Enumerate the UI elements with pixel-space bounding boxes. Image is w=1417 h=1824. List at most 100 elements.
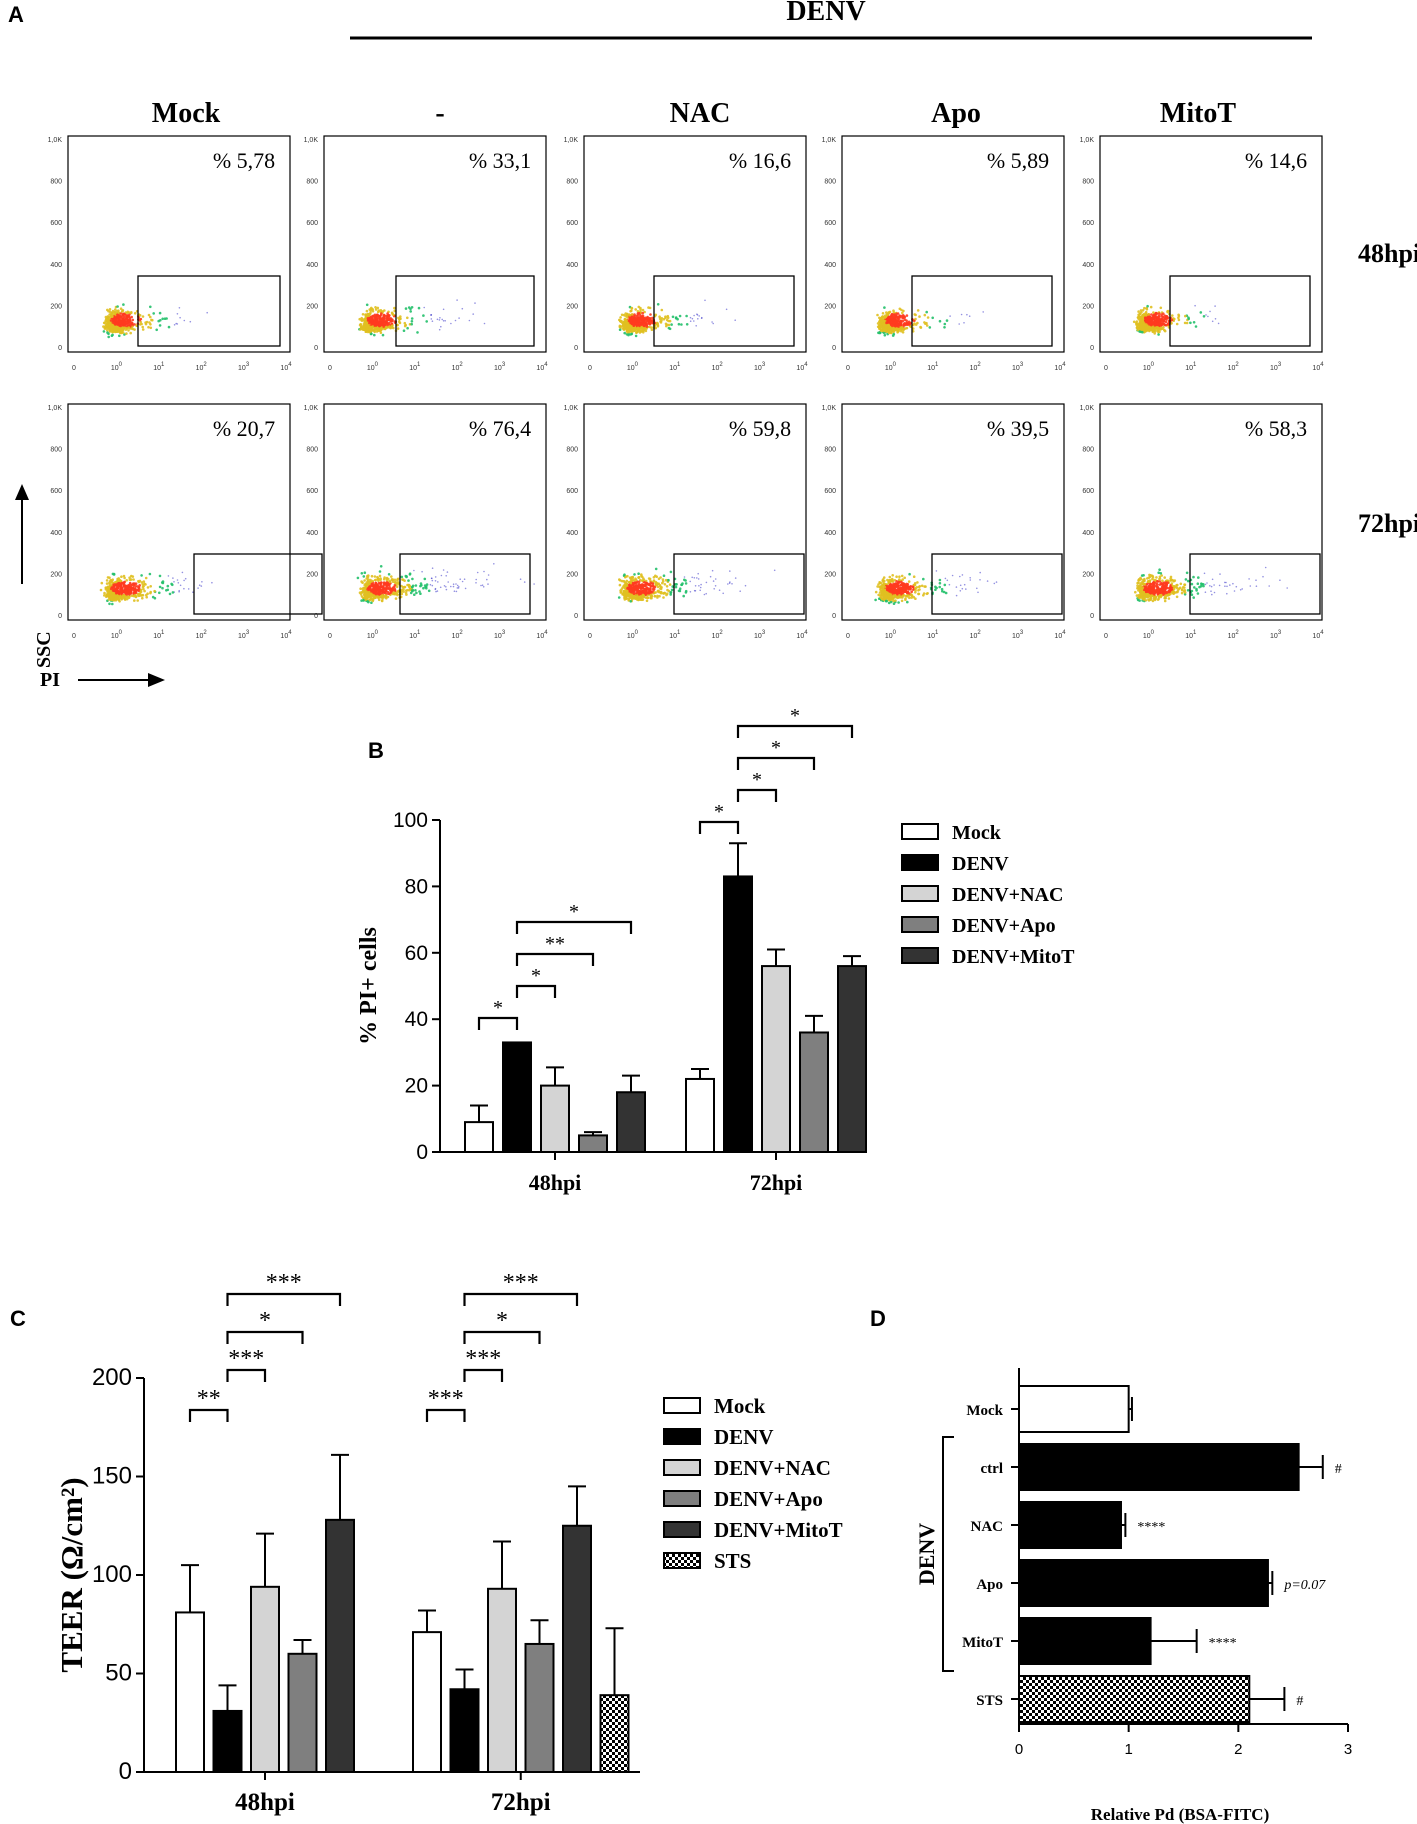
x-tick-label: 101 xyxy=(153,362,165,372)
x-tick-label: 100 xyxy=(885,630,897,640)
x-tick-label: 104 xyxy=(536,630,548,640)
y-tick-label: 0 xyxy=(416,1141,428,1164)
legend-swatch-sts xyxy=(663,1552,701,1569)
bar-denv-apo-48hpi xyxy=(578,1134,608,1154)
bar-denv-48hpi xyxy=(212,1709,243,1774)
x-tick-label: 0 xyxy=(1104,633,1108,640)
flow-plot-48hpi-apo: 1,0K 800 600 400 200 0 0 100 101 102 103 104 % 5,89 xyxy=(822,135,1066,372)
y-category-label-mitot: MitoT xyxy=(962,1635,1003,1651)
x-axis-title: Relative Pd (BSA-FITC) xyxy=(1091,1805,1269,1824)
x-tick-label: 102 xyxy=(452,362,464,372)
legend-swatch-denv-apo xyxy=(663,1490,701,1507)
y-tick-label: 400 xyxy=(1082,530,1094,537)
bar-denv-48hpi xyxy=(502,1041,532,1153)
significance-annotation-nac: **** xyxy=(1137,1520,1165,1535)
bar-denv-nac-72hpi xyxy=(487,1587,517,1774)
gate-box xyxy=(1189,553,1321,615)
y-category-label-mock: Mock xyxy=(966,1403,1003,1419)
bar-denv-nac-48hpi xyxy=(540,1084,570,1153)
column-header-apo: Apo xyxy=(931,98,981,129)
x-tick-label: 101 xyxy=(1185,630,1197,640)
x-tick-label: 103 xyxy=(1270,630,1282,640)
x-tick-label: 100 xyxy=(885,362,897,372)
x-tick-label: 104 xyxy=(536,362,548,372)
column-header-denv-only: - xyxy=(435,98,444,129)
plot-frame xyxy=(841,135,1065,353)
scatter-points xyxy=(618,299,736,338)
bar-ctrl xyxy=(1018,1443,1300,1491)
x-tick-label: 102 xyxy=(712,630,724,640)
y-axis-title: TEER (Ω/cm²) xyxy=(54,1477,89,1672)
significance-label: * xyxy=(531,965,541,987)
significance-bracket xyxy=(188,1408,229,1422)
plot-frame xyxy=(323,135,547,353)
y-tick-label: 600 xyxy=(50,220,62,227)
pi-arrowhead xyxy=(148,673,165,687)
y-tick-label: 20 xyxy=(405,1075,428,1098)
denv-bracket xyxy=(942,1436,954,1672)
legend-swatch-denv-mitot xyxy=(663,1521,701,1538)
significance-bracket xyxy=(226,1330,304,1344)
significance-label: * xyxy=(569,901,579,923)
bar-apo xyxy=(1018,1559,1269,1607)
x-tick-label: 104 xyxy=(1312,362,1324,372)
significance-bracket xyxy=(515,984,557,998)
plot-frame xyxy=(841,403,1065,621)
bar-denv-apo-72hpi xyxy=(799,1031,829,1153)
y-category-label-ctrl: ctrl xyxy=(981,1461,1003,1477)
x-tick-label: 101 xyxy=(409,630,421,640)
plot-frame xyxy=(67,135,291,353)
y-tick-label: 0 xyxy=(832,613,836,620)
x-tick-label: 100 xyxy=(367,362,379,372)
significance-bracket xyxy=(698,820,740,834)
bar-denv-apo-48hpi xyxy=(287,1652,318,1774)
x-tick-label: 100 xyxy=(367,630,379,640)
x-tick-label: 103 xyxy=(1012,630,1024,640)
x-tick-label: 101 xyxy=(669,630,681,640)
x-tick-label: 100 xyxy=(1143,630,1155,640)
x-category-label-72hpi: 72hpi xyxy=(491,1789,551,1816)
gate-box xyxy=(1169,275,1311,347)
scatter-points xyxy=(874,570,998,605)
x-tick-label: 101 xyxy=(153,630,165,640)
x-category-label-48hpi: 48hpi xyxy=(529,1170,582,1195)
y-tick-label: 400 xyxy=(824,262,836,269)
gate-percent-label: % 76,4 xyxy=(469,416,531,441)
panel-a-label: A xyxy=(8,2,24,27)
legend-swatch-denv-nac xyxy=(901,885,939,902)
x-tick-label: 0 xyxy=(72,633,76,640)
bar-sts-72hpi xyxy=(599,1694,630,1774)
column-header-mock: Mock xyxy=(152,98,221,129)
x-tick-label: 102 xyxy=(196,630,208,640)
significance-bracket xyxy=(736,788,778,802)
y-tick-label: 800 xyxy=(1082,179,1094,186)
y-category-label-sts: STS xyxy=(976,1693,1003,1709)
y-tick-label: 0 xyxy=(1090,345,1094,352)
legend-label-denv: DENV xyxy=(714,1425,774,1449)
x-tick-label: 1 xyxy=(1124,1741,1132,1758)
significance-label: * xyxy=(493,997,503,1019)
gate-box xyxy=(673,553,805,615)
y-tick-label: 0 xyxy=(574,613,578,620)
y-tick-label: 200 xyxy=(566,571,578,578)
y-tick-label: 100 xyxy=(393,809,428,832)
bar-denv-nac-72hpi xyxy=(761,965,791,1154)
x-tick-label: 100 xyxy=(111,362,123,372)
y-tick-label: 600 xyxy=(1082,488,1094,495)
x-tick-label: 2 xyxy=(1234,1741,1242,1758)
y-tick-label: 200 xyxy=(1082,571,1094,578)
bar-denv-apo-72hpi xyxy=(524,1642,555,1773)
plot-frame xyxy=(583,403,807,621)
x-tick-label: 104 xyxy=(796,630,808,640)
y-tick-label: 0 xyxy=(58,345,62,352)
gate-percent-label: % 5,89 xyxy=(987,148,1049,173)
panel-a: A DENV Mock - NAC Apo MitoT 48hpi 72hpi 1,0K 800… xyxy=(8,0,1417,691)
x-tick-label: 100 xyxy=(111,630,123,640)
gate-box xyxy=(395,275,535,347)
x-tick-label: 101 xyxy=(927,630,939,640)
significance-annotation-mitot: **** xyxy=(1209,1636,1237,1651)
x-tick-label: 0 xyxy=(846,365,850,372)
significance-label: * xyxy=(790,705,800,727)
significance-label: * xyxy=(752,769,762,791)
legend-swatch-denv-nac xyxy=(663,1459,701,1476)
